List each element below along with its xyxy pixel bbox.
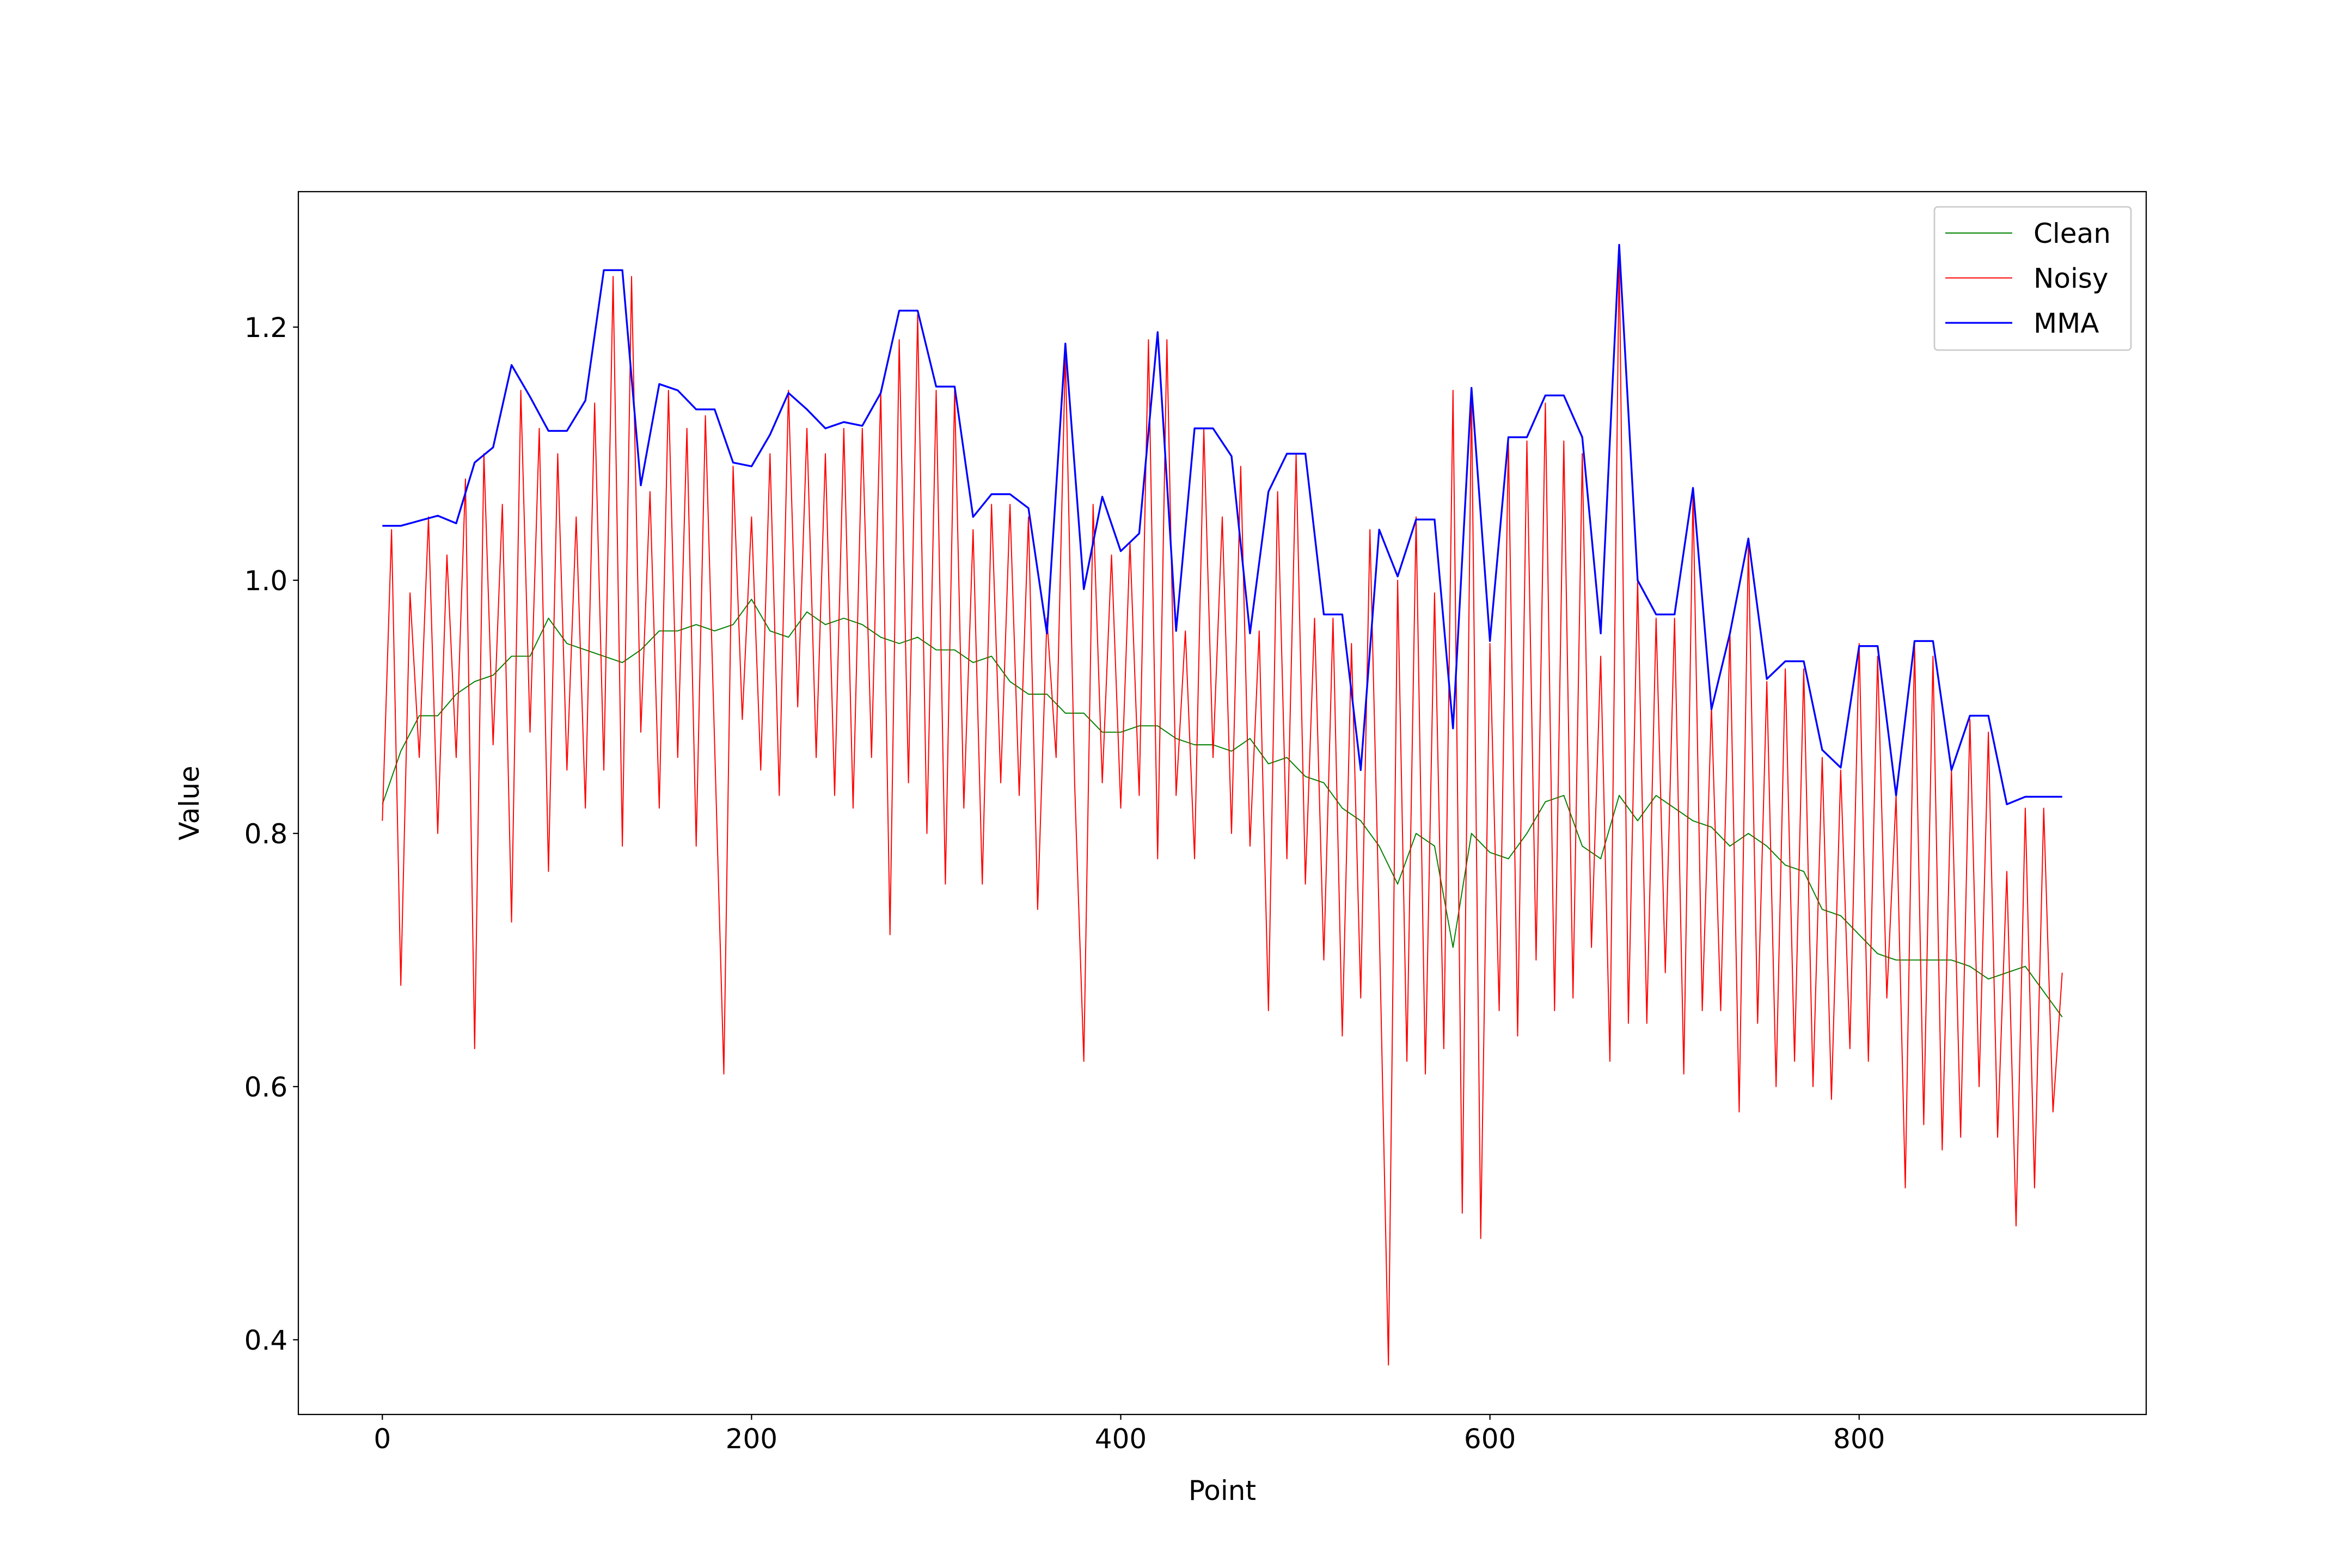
legend-label: Noisy bbox=[2033, 263, 2109, 295]
y-tick-label: 1.2 bbox=[244, 312, 288, 344]
y-tick-label: 0.4 bbox=[244, 1325, 288, 1356]
y-tick-label: 0.8 bbox=[244, 818, 288, 850]
series-line bbox=[382, 598, 2063, 1018]
x-tick-label: 200 bbox=[726, 1423, 777, 1455]
y-tick-label: 0.6 bbox=[244, 1071, 288, 1103]
x-tick-label: 800 bbox=[1833, 1423, 1885, 1455]
series-line bbox=[382, 244, 2062, 805]
plot-frame bbox=[297, 191, 2147, 1416]
legend-label: MMA bbox=[2033, 308, 2099, 339]
legend-box bbox=[1933, 206, 2132, 351]
y-tick-label: 1.0 bbox=[244, 565, 288, 597]
legend-label: Clean bbox=[2033, 218, 2111, 249]
x-tick-label: 0 bbox=[373, 1423, 391, 1455]
x-tick-label: 600 bbox=[1464, 1423, 1516, 1455]
x-tick-label: 400 bbox=[1095, 1423, 1147, 1455]
y-axis-label: Value bbox=[174, 765, 205, 840]
legend: Clean Noisy MMA bbox=[1933, 206, 2132, 351]
series-line bbox=[382, 250, 2063, 1366]
x-axis-label: Point bbox=[1189, 1475, 1256, 1506]
